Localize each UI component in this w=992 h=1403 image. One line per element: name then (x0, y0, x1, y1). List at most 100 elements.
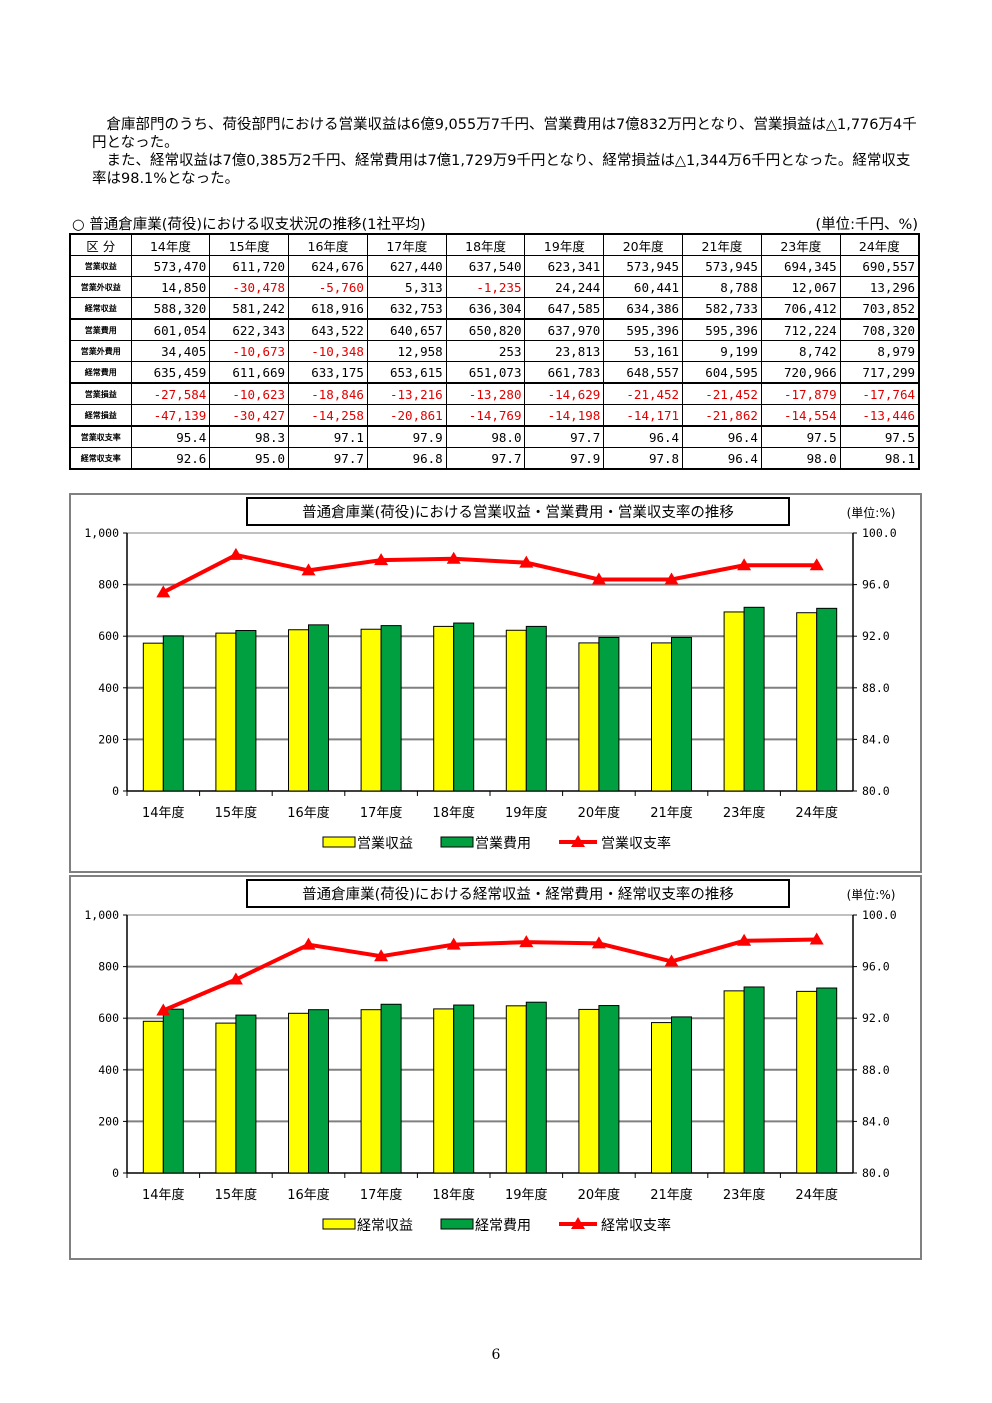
bar (433, 1008, 455, 1174)
bar (162, 1008, 184, 1174)
table-cell: 640,657 (366, 318, 447, 341)
column-header: 23年度 (760, 233, 841, 256)
bar (651, 642, 672, 792)
table-heading: ○ 普通倉庫業(荷役)における収支状況の推移(1社平均) (単位:千円、%) (72, 213, 918, 233)
bar (308, 624, 329, 792)
table-cell: 706,412 (760, 297, 841, 320)
table-cell: 13,296 (839, 276, 920, 298)
legend-label: 営業収支率 (601, 835, 671, 852)
table-cell: -47,139 (130, 404, 211, 427)
ratio-marker (809, 558, 824, 571)
bar (723, 990, 745, 1174)
table-cell: 12,958 (366, 340, 447, 362)
table-row: 営業収益 573,470 611,720 624,676 627,440 637,540 6… (69, 255, 920, 277)
table-row: 営業損益 -27,584 -10,623 -18,846 -13,216 -13,280-… (69, 382, 920, 405)
table-cell: -14,629 (524, 382, 605, 405)
ratio-marker (737, 558, 752, 571)
table-cell: 595,396 (603, 318, 684, 341)
legend-label: 経常費用 (475, 1218, 531, 1234)
x-tick-label: 21年度 (650, 1187, 693, 1203)
column-header: 15年度 (209, 233, 290, 256)
table-cell: -20,861 (366, 404, 447, 427)
table-row: 経常費用 635,459 611,669 633,175 653,615 651,073 6… (69, 361, 920, 384)
ratio-line (162, 937, 817, 1013)
x-tick-label: 16年度 (287, 1187, 330, 1203)
table-cell: -10,623 (209, 382, 290, 405)
row-label: 経常収益 (69, 297, 132, 320)
ratio-marker (156, 1003, 171, 1016)
table-cell: 34,405 (130, 340, 211, 362)
table-cell: 633,175 (288, 361, 368, 384)
y-tick-label: 400 (98, 1063, 119, 1077)
ordinary-chart-panel: 普通倉庫業(荷役)における経常収益・経常費用・経常収支率の推移 (単位:%) 0 20… (69, 875, 922, 1260)
legend-label: 営業費用 (475, 836, 531, 852)
table-cell: 12,067 (760, 276, 841, 298)
row-label: 営業収益 (69, 255, 132, 277)
bar (723, 611, 745, 792)
y2-tick-label: 96.0 (862, 960, 890, 974)
table-cell: 253 (445, 340, 526, 362)
table-cell: 24,244 (524, 276, 605, 298)
table-cell: 53,161 (603, 340, 684, 362)
table-cell: 581,242 (209, 297, 290, 320)
legend-marker (571, 835, 585, 847)
table-cell: 8,979 (839, 340, 920, 362)
table-cell: 627,440 (366, 255, 447, 277)
x-tick-label: 14年度 (142, 805, 185, 821)
bar (816, 607, 838, 792)
table-cell: 98.0 (760, 447, 841, 470)
table-cell: 98.1 (839, 447, 920, 470)
table-cell: 703,852 (839, 297, 920, 320)
row-label: 経常収支率 (69, 447, 132, 470)
table-cell: 92.6 (130, 447, 211, 470)
bar (598, 1005, 620, 1174)
legend-swatch (322, 1218, 356, 1230)
x-tick-label: 18年度 (432, 805, 475, 821)
bar (162, 635, 184, 792)
x-tick-label: 20年度 (578, 805, 621, 821)
bar (215, 1022, 237, 1174)
bar (142, 1020, 164, 1174)
bar (651, 1022, 672, 1174)
table-cell: 712,224 (760, 318, 841, 341)
table-title: ○ 普通倉庫業(荷役)における収支状況の推移(1社平均) (72, 217, 426, 233)
bar (288, 629, 309, 792)
table-cell: 604,595 (682, 361, 762, 384)
ratio-marker (156, 585, 171, 598)
header-label: 区 分 (69, 233, 132, 256)
table-row: 営業収支率 95.4 98.3 97.1 97.9 98.0 97.7 96.4 96.4 97.… (69, 425, 920, 448)
table-cell: 611,720 (209, 255, 290, 277)
table-cell: -13,280 (445, 382, 526, 405)
y-tick-label: 0 (112, 1166, 119, 1180)
column-header: 20年度 (603, 233, 684, 256)
bar (360, 628, 382, 792)
table-cell: 97.5 (760, 425, 841, 448)
row-label: 営業外費用 (69, 340, 132, 362)
table-cell: 720,966 (760, 361, 841, 384)
table-cell: 97.7 (524, 425, 605, 448)
y2-tick-label: 88.0 (862, 681, 890, 695)
table-cell: 648,557 (603, 361, 684, 384)
table-cell: 97.8 (603, 447, 684, 470)
table-cell: 573,945 (682, 255, 762, 277)
x-tick-label: 23年度 (723, 1187, 766, 1203)
row-label: 営業収支率 (69, 425, 132, 448)
x-tick-label: 24年度 (795, 1187, 838, 1203)
x-tick-label: 19年度 (505, 805, 548, 821)
table-cell: 708,320 (839, 318, 920, 341)
table-cell: 637,540 (445, 255, 526, 277)
table-row: 営業費用 601,054 622,343 643,522 640,657 650,820 6… (69, 318, 920, 341)
row-label: 経常費用 (69, 361, 132, 384)
y-tick-label: 0 (112, 784, 119, 798)
table-cell: -14,198 (524, 404, 605, 427)
table-cell: 5,313 (366, 276, 447, 298)
y-tick-label: 1,000 (84, 526, 119, 540)
table-cell: 694,345 (760, 255, 841, 277)
table-row: 経常損益 -47,139 -30,427 -14,258 -20,861 -14,769-… (69, 404, 920, 427)
ratio-marker (228, 972, 243, 985)
ratio-marker (664, 572, 679, 585)
table-cell: -30,427 (209, 404, 290, 427)
table-cell: 96.4 (603, 425, 684, 448)
ratio-marker (374, 949, 389, 962)
bar (453, 622, 475, 792)
